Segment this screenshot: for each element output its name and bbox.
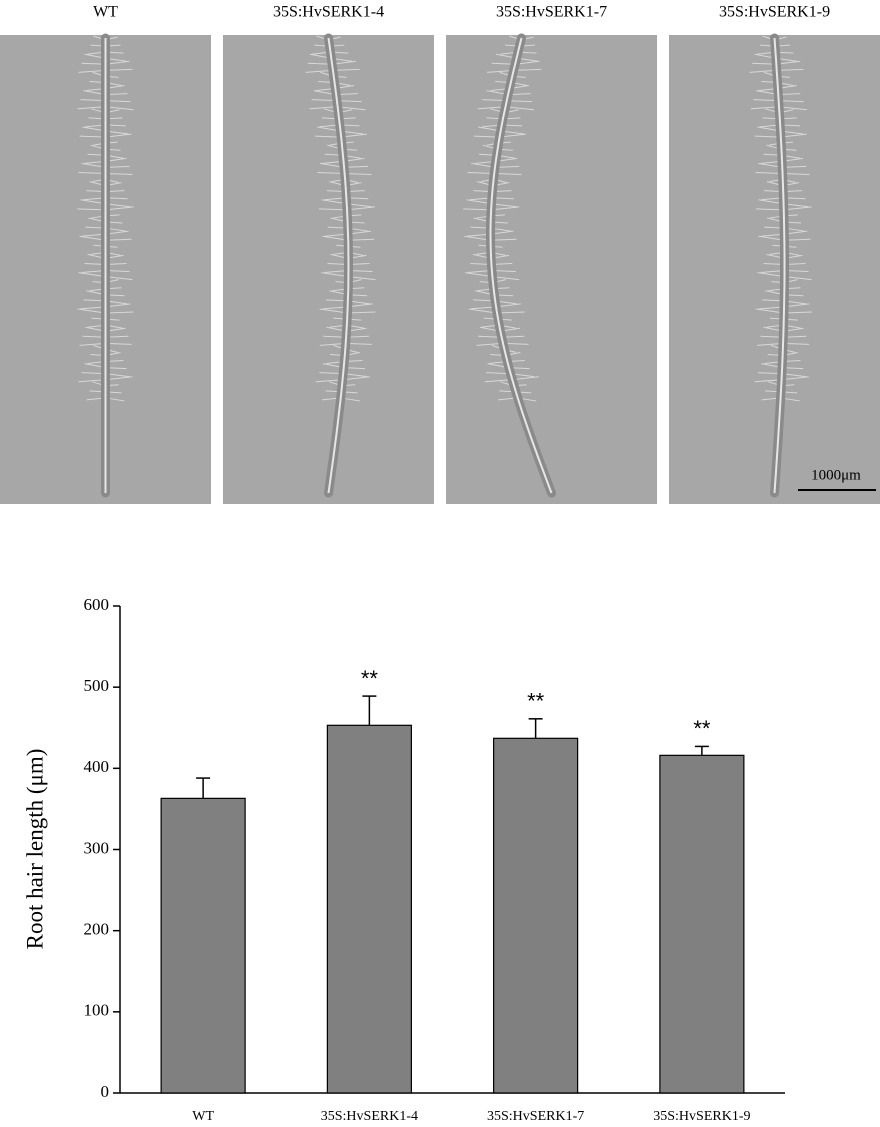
- panel-label: WT: [93, 4, 118, 21]
- root-hair: [342, 376, 370, 381]
- y-tick-label: 100: [84, 1001, 110, 1020]
- root-hair: [505, 106, 534, 111]
- root-hair: [783, 311, 813, 314]
- y-tick-label: 200: [84, 920, 110, 939]
- root-hair: [755, 208, 784, 211]
- scale-bar-label: 1000μm: [811, 467, 861, 483]
- root-hair: [470, 306, 496, 310]
- root-hair: [778, 106, 807, 111]
- root-hair: [314, 135, 341, 138]
- x-tick-label: 35S:HvSERK1-7: [487, 1109, 584, 1124]
- bar: [659, 754, 745, 1094]
- photo-panels: WT 35S:HvSERK1-4 35S:HvSERK1-7 35S:HvSERK1-…: [0, 4, 880, 504]
- panel-label: 35S:HvSERK1-7: [496, 4, 607, 21]
- root-hair: [77, 106, 106, 110]
- root-hair: [309, 106, 338, 110]
- photo-panel: [446, 35, 657, 504]
- root-hair: [347, 311, 376, 314]
- root-hair: [319, 308, 348, 314]
- root-hair: [499, 133, 527, 138]
- root-hair: [755, 308, 785, 314]
- significance-label: **: [693, 716, 711, 741]
- root-hair: [317, 171, 345, 174]
- root-hair: [491, 206, 520, 211]
- bar: [326, 724, 412, 1094]
- root-edge: [327, 37, 350, 494]
- root-hair: [507, 100, 533, 103]
- y-tick-label: 500: [84, 676, 110, 695]
- root-hair: [484, 379, 512, 383]
- root-hair: [514, 68, 542, 71]
- root-hair: [77, 308, 106, 314]
- y-tick-label: 0: [101, 1082, 110, 1101]
- bar: [493, 737, 579, 1094]
- root-hair: [494, 172, 522, 175]
- root-hair: [781, 376, 809, 381]
- root-hair: [468, 308, 497, 314]
- x-tick-label: 35S:HvSERK1-9: [653, 1109, 750, 1124]
- root-hair: [463, 208, 492, 211]
- root-edge: [773, 37, 786, 494]
- bar: [160, 797, 246, 1094]
- y-tick-label: 300: [84, 838, 110, 857]
- root-edge: [489, 37, 553, 494]
- y-tick-label: 600: [84, 595, 110, 614]
- panel-label: 35S:HvSERK1-9: [719, 4, 830, 21]
- root-hair: [783, 206, 812, 211]
- panel-label: 35S:HvSERK1-4: [273, 4, 384, 21]
- root-hair: [346, 206, 375, 211]
- root-hair: [77, 208, 106, 211]
- root-hair: [105, 106, 134, 111]
- root-hair: [757, 272, 785, 278]
- y-tick-label: 400: [84, 757, 110, 776]
- root-hair: [318, 208, 347, 211]
- root-hair: [476, 342, 503, 346]
- root-hair: [105, 311, 134, 314]
- x-tick-label: WT: [192, 1109, 214, 1124]
- root-hair: [755, 171, 783, 174]
- significance-label: **: [527, 689, 545, 714]
- root-hair: [750, 106, 779, 110]
- photo-panel: [223, 35, 434, 504]
- root-hair: [465, 272, 493, 278]
- x-tick-label: 35S:HvSERK1-4: [321, 1109, 418, 1124]
- y-axis-title: Root hair length (μm): [22, 749, 47, 950]
- root-hair: [305, 69, 333, 73]
- root-hair: [348, 276, 376, 281]
- root-hair: [749, 69, 777, 73]
- root-hair: [105, 206, 134, 211]
- significance-label: **: [361, 666, 379, 691]
